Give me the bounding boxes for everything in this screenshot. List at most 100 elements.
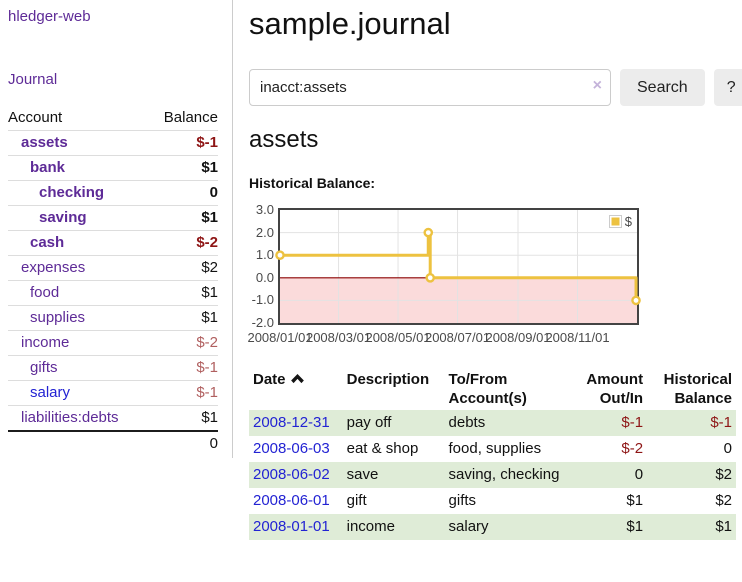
y-axis-tick-label: 3.0 bbox=[249, 203, 274, 217]
transaction-balance: $2 bbox=[647, 488, 736, 514]
register-row: 2008-06-01 giftgifts$1$2 bbox=[249, 488, 736, 514]
x-axis-tick-label: 2008/05/01 bbox=[365, 330, 430, 345]
register-col-description: Description bbox=[343, 368, 445, 410]
account-link[interactable]: salary bbox=[30, 384, 70, 401]
clear-search-icon[interactable]: × bbox=[593, 78, 602, 94]
transaction-date-link[interactable]: 2008-12-31 bbox=[253, 414, 330, 431]
account-link[interactable]: gifts bbox=[30, 359, 58, 376]
accounts-total-row: 0 bbox=[8, 431, 218, 456]
account-balance: $-1 bbox=[149, 356, 218, 381]
transaction-balance: $1 bbox=[647, 514, 736, 540]
account-row: expenses $2 bbox=[8, 256, 218, 281]
main-content: sample.journal × Search ? assets Histori… bbox=[233, 0, 742, 540]
accounts-col-balance: Balance bbox=[149, 106, 218, 131]
register-col-amount-out-in: Amount Out/In bbox=[570, 368, 647, 410]
account-row: assets$-1 bbox=[8, 131, 218, 156]
help-button[interactable]: ? bbox=[714, 69, 742, 106]
y-axis-tick-label: 0.0 bbox=[249, 271, 274, 285]
chart-canvas bbox=[280, 210, 637, 323]
transaction-accounts: debts bbox=[445, 410, 571, 436]
accounts-col-account: Account bbox=[8, 106, 149, 131]
account-row: cash $-2 bbox=[8, 231, 218, 256]
x-axis-tick-label: 2008/09/01 bbox=[485, 330, 550, 345]
account-balance: $1 bbox=[149, 306, 218, 331]
transaction-description: save bbox=[343, 462, 445, 488]
transaction-description: eat & shop bbox=[343, 436, 445, 462]
accounts-table: Account Balance assets$-1bank$1checking0… bbox=[8, 106, 218, 456]
chart-legend: $ bbox=[609, 214, 632, 229]
account-row: gifts $-1 bbox=[8, 356, 218, 381]
account-row: income$-2 bbox=[8, 331, 218, 356]
account-link[interactable]: income bbox=[21, 334, 69, 351]
y-axis-tick-label: 2.0 bbox=[249, 226, 274, 240]
account-balance: $2 bbox=[149, 256, 218, 281]
transaction-amount: $1 bbox=[570, 488, 647, 514]
transaction-amount: $-1 bbox=[570, 410, 647, 436]
balance-chart: $ 3.02.01.00.0-1.0-2.02008/01/012008/03/… bbox=[249, 204, 679, 350]
transaction-accounts: salary bbox=[445, 514, 571, 540]
search-button[interactable]: Search bbox=[620, 69, 705, 106]
register-col-to-from-account-s-: To/From Account(s) bbox=[445, 368, 571, 410]
account-balance: $1 bbox=[149, 406, 218, 432]
account-link[interactable]: liabilities:debts bbox=[21, 409, 119, 426]
x-axis-tick-label: 2008/07/01 bbox=[425, 330, 490, 345]
transaction-description: gift bbox=[343, 488, 445, 514]
transaction-amount: 0 bbox=[570, 462, 647, 488]
register-col-historical-balance: Historical Balance bbox=[647, 368, 736, 410]
register-header-row: DateDescriptionTo/From Account(s)Amount … bbox=[249, 368, 736, 410]
page-title: sample.journal bbox=[249, 6, 736, 42]
transaction-balance: 0 bbox=[647, 436, 736, 462]
account-balance: $-2 bbox=[149, 231, 218, 256]
search-form: × Search ? bbox=[249, 69, 736, 106]
sort-up-icon bbox=[291, 374, 304, 384]
account-balance: $1 bbox=[149, 281, 218, 306]
account-balance: $1 bbox=[149, 206, 218, 231]
transaction-amount: $-2 bbox=[570, 436, 647, 462]
account-link[interactable]: supplies bbox=[30, 309, 85, 326]
account-row: checking 0 bbox=[8, 181, 218, 206]
register-row: 2008-01-01incomesalary$1$1 bbox=[249, 514, 736, 540]
x-axis-tick-label: 2008/11/01 bbox=[545, 330, 609, 345]
account-link[interactable]: food bbox=[30, 284, 59, 301]
accounts-total-balance: 0 bbox=[149, 431, 218, 456]
transaction-accounts: saving, checking bbox=[445, 462, 571, 488]
y-axis-tick-label: -2.0 bbox=[249, 316, 274, 330]
chart-plot-area: $ bbox=[278, 208, 639, 325]
register-row: 2008-06-02 savesaving, checking0$2 bbox=[249, 462, 736, 488]
account-row: liabilities:debts $1 bbox=[8, 406, 218, 432]
account-row: food $1 bbox=[8, 281, 218, 306]
account-link[interactable]: expenses bbox=[21, 259, 85, 276]
transaction-balance: $2 bbox=[647, 462, 736, 488]
transaction-date-link[interactable]: 2008-06-03 bbox=[253, 440, 330, 457]
account-link[interactable]: bank bbox=[30, 159, 65, 176]
transaction-accounts: gifts bbox=[445, 488, 571, 514]
transaction-balance: $-1 bbox=[647, 410, 736, 436]
search-input[interactable] bbox=[249, 69, 611, 106]
app-title-link[interactable]: hledger-web bbox=[8, 8, 218, 25]
account-link[interactable]: cash bbox=[30, 234, 64, 251]
transaction-amount: $1 bbox=[570, 514, 647, 540]
transaction-date-link[interactable]: 2008-06-01 bbox=[253, 492, 330, 509]
account-row: salary$-1 bbox=[8, 381, 218, 406]
register-table: DateDescriptionTo/From Account(s)Amount … bbox=[249, 368, 736, 540]
search-field-wrap: × bbox=[249, 69, 611, 106]
transaction-accounts: food, supplies bbox=[445, 436, 571, 462]
transaction-date-link[interactable]: 2008-01-01 bbox=[253, 518, 330, 535]
sidebar-item-journal[interactable]: Journal bbox=[8, 71, 218, 88]
account-heading: assets bbox=[249, 126, 736, 154]
register-row: 2008-06-03 eat & shopfood, supplies$-20 bbox=[249, 436, 736, 462]
account-link[interactable]: assets bbox=[21, 134, 68, 151]
transaction-description: income bbox=[343, 514, 445, 540]
x-axis-tick-label: 2008/01/01 bbox=[247, 330, 312, 345]
transaction-date-link[interactable]: 2008-06-02 bbox=[253, 466, 330, 483]
account-link[interactable]: saving bbox=[39, 209, 87, 226]
chart-title: Historical Balance: bbox=[249, 175, 736, 192]
account-link[interactable]: checking bbox=[39, 184, 104, 201]
sidebar: hledger-web Journal Account Balance asse… bbox=[0, 0, 233, 458]
account-row: supplies $1 bbox=[8, 306, 218, 331]
account-balance: 0 bbox=[149, 181, 218, 206]
y-axis-tick-label: -1.0 bbox=[249, 293, 274, 307]
register-col-date[interactable]: Date bbox=[249, 368, 343, 410]
account-row: saving $1 bbox=[8, 206, 218, 231]
account-row: bank$1 bbox=[8, 156, 218, 181]
